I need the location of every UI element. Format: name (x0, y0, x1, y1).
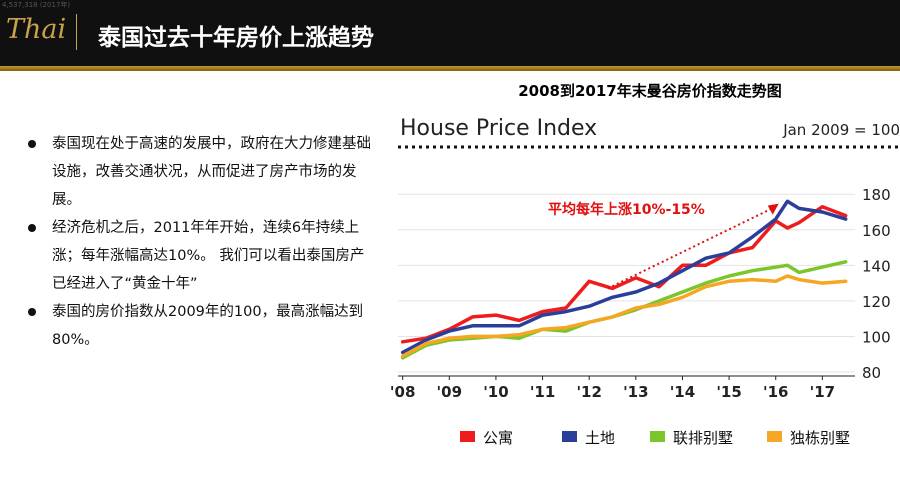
x-tick-label: '13 (623, 383, 648, 401)
axis-layer: 80 100 120 140 160 180 '08 '09 '10 '11 '12 '13 '14 '1… (390, 186, 891, 401)
y-tick-label: 160 (862, 222, 891, 240)
annotation-layer: 平均每年上涨10%-15% (548, 201, 779, 290)
legend-label: 公寓 (483, 429, 513, 447)
x-tick-label: '10 (483, 383, 508, 401)
bullet-dot-icon (28, 224, 36, 232)
x-tick-label: '09 (437, 383, 462, 401)
chart-note: Jan 2009 = 100 (782, 121, 900, 139)
trend-arrow-head-icon (767, 203, 779, 215)
bullet-item: 泰国现在处于高速的发展中，政府在大力修建基础设施，改善交通状况，从而促进了房产市… (28, 130, 373, 214)
bullet-text: 经济危机之后，2011年年开始，连续6年持续上涨；每年涨幅高达10%。 我们可以… (52, 220, 365, 292)
trend-annotation: 平均每年上涨10%-15% (548, 201, 705, 218)
y-tick-label: 80 (862, 364, 881, 382)
y-tick-label: 100 (862, 328, 891, 346)
y-tick-label: 180 (862, 186, 891, 204)
x-tick-label: '14 (670, 383, 695, 401)
gold-divider (0, 66, 900, 71)
bullet-text: 泰国现在处于高速的发展中，政府在大力修建基础设施，改善交通状况，从而促进了房产市… (52, 136, 371, 208)
thai-logo: Thai (6, 14, 67, 45)
page-title: 泰国过去十年房价上涨趋势 (98, 25, 374, 51)
chart-caption: 2008到2017年末曼谷房价指数走势图 (518, 82, 782, 100)
x-tick-label: '08 (390, 383, 415, 401)
x-tick-label: '11 (530, 383, 555, 401)
series-line-联排别墅 (400, 260, 848, 360)
bullet-text: 泰国的房价指数从2009年的100，最高涨幅达到80%。 (52, 304, 364, 348)
legend-label: 联排别墅 (673, 429, 733, 447)
legend: 公寓 土地 联排别墅 独栋别墅 (460, 429, 850, 447)
y-tick-label: 120 (862, 293, 891, 311)
legend-swatch (650, 431, 665, 442)
legend-swatch (767, 431, 782, 442)
logo-divider (76, 14, 77, 50)
bullet-item: 泰国的房价指数从2009年的100，最高涨幅达到80%。 (28, 298, 373, 354)
series-line-独栋别墅 (400, 274, 848, 358)
legend-swatch (562, 431, 577, 442)
series-line-公寓 (400, 204, 848, 344)
bullet-item: 经济危机之后，2011年年开始，连续6年持续上涨；每年涨幅高达10%。 我们可以… (28, 214, 373, 298)
series-line-土地 (400, 199, 848, 355)
header-bar: 4,537,318 (2017年) Thai 泰国过去十年房价上涨趋势 (0, 0, 900, 66)
x-tick-label: '12 (576, 383, 601, 401)
chart-title: House Price Index (400, 116, 597, 141)
bullet-dot-icon (28, 140, 36, 148)
x-tick-label: '16 (763, 383, 788, 401)
y-tick-label: 140 (862, 257, 891, 275)
series-layer (400, 199, 848, 360)
legend-label: 独栋别墅 (790, 429, 850, 447)
trend-arrow-line (607, 205, 777, 290)
x-tick-label: '17 (810, 383, 835, 401)
x-tick-label: '15 (716, 383, 741, 401)
bullet-dot-icon (28, 308, 36, 316)
legend-label: 土地 (585, 429, 615, 447)
legend-swatch (460, 431, 475, 442)
bullet-list: 泰国现在处于高速的发展中，政府在大力修建基础设施，改善交通状况，从而促进了房产市… (28, 130, 373, 354)
header-small-text: 4,537,318 (2017年) (2, 1, 71, 9)
